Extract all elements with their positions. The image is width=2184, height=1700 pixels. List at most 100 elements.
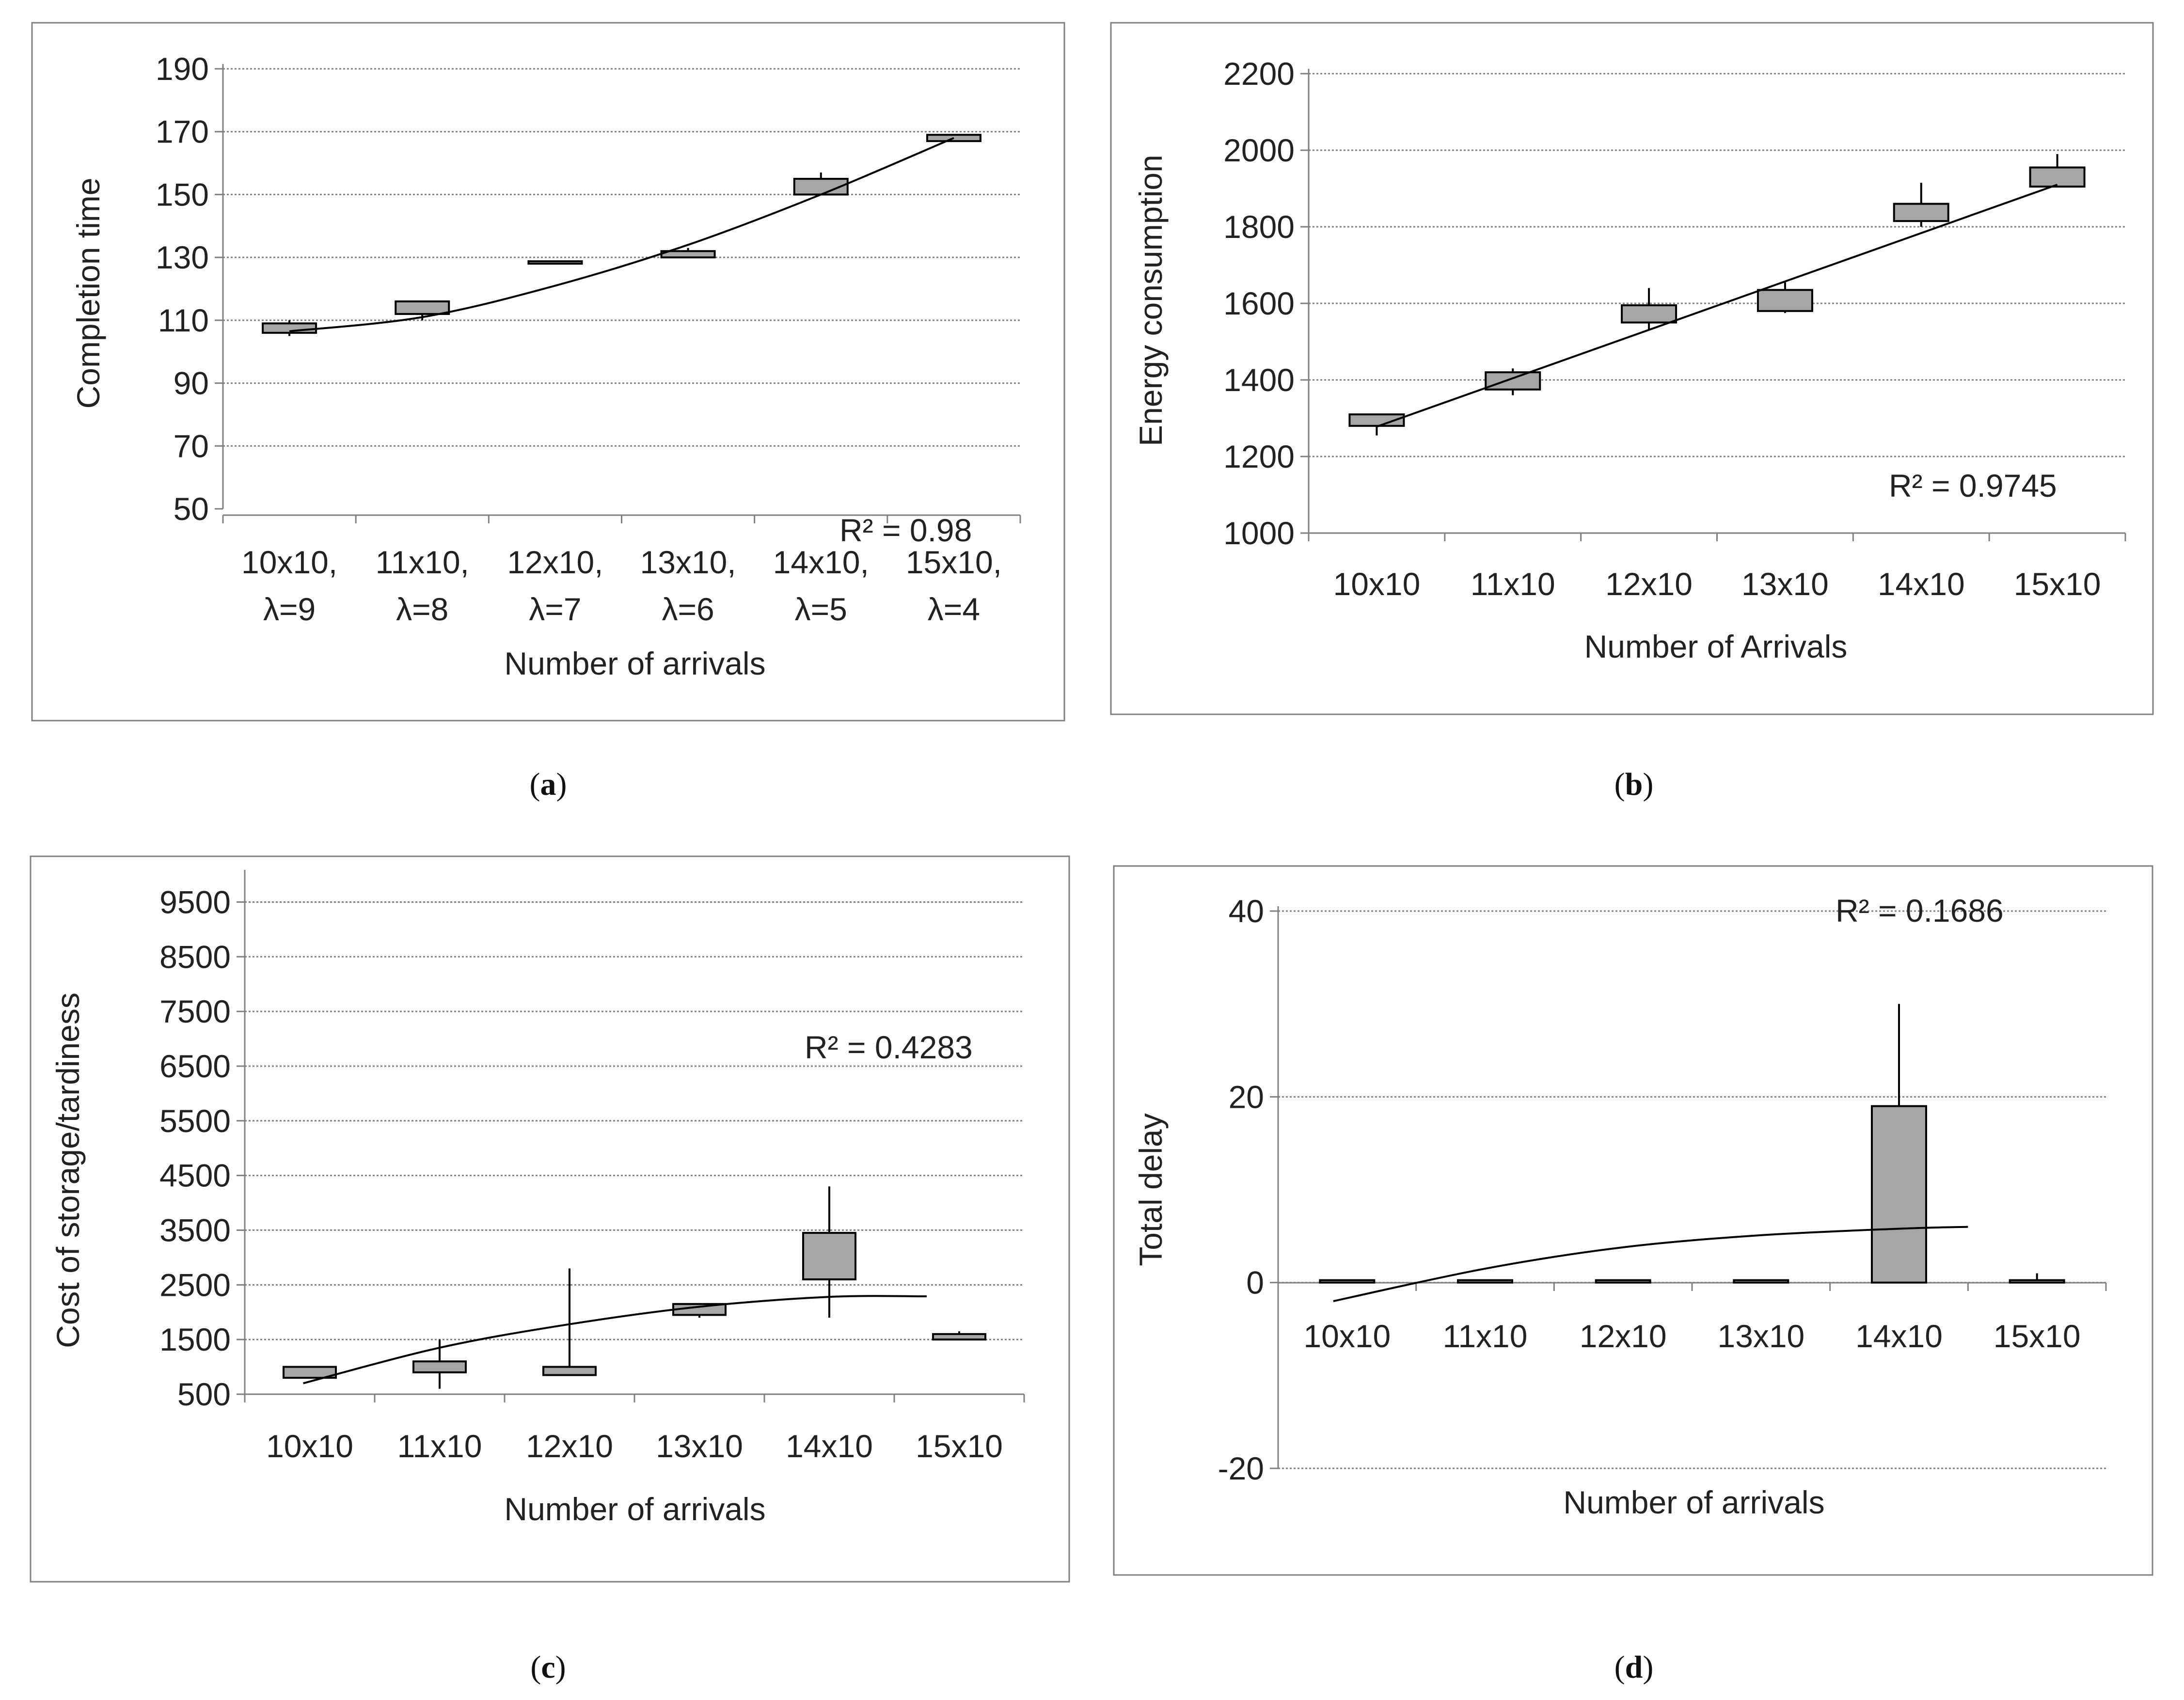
y-tick-label: 9500 — [159, 884, 231, 920]
x-tick-label: 10x10, — [241, 544, 337, 580]
y-tick-label: 2500 — [159, 1267, 231, 1303]
x-tick-label: 14x10 — [1855, 1318, 1943, 1354]
panel-a-caption: (a) — [530, 767, 567, 802]
x-tick-label: 15x10 — [2014, 566, 2101, 602]
y-tick-label: 1600 — [1223, 285, 1295, 321]
y-tick-label: 7500 — [159, 993, 231, 1029]
y-tick-label: 3500 — [159, 1212, 231, 1248]
y-tick-label: -20 — [1218, 1450, 1264, 1486]
x-tick-label: λ=6 — [662, 591, 714, 627]
y-tick-label: 150 — [156, 176, 209, 212]
y-tick-label: 500 — [177, 1376, 231, 1412]
box — [395, 300, 450, 315]
panel-a-frame — [31, 22, 1065, 722]
panel-d-plot: -20 0 20 40 10x10 11x10 12x10 13x10 14x10 15x10 — [1218, 893, 2107, 1486]
x-tick-label: 12x10 — [526, 1428, 613, 1464]
y-tick-label: 6500 — [159, 1048, 231, 1084]
y-tick-label: 2000 — [1223, 132, 1295, 168]
box — [1757, 289, 1813, 312]
y-tick-label: 1400 — [1223, 362, 1295, 398]
panel-c-y-title: Cost of storage/tardiness — [50, 992, 86, 1348]
box — [542, 1366, 597, 1376]
panel-c-caption: (c) — [530, 1650, 566, 1685]
y-tick-label: 70 — [174, 428, 209, 464]
y-tick-label: 4500 — [159, 1158, 231, 1194]
panel-d: -20 0 20 40 10x10 11x10 12x10 13x10 14x10 15x10 T… — [1113, 865, 2153, 1685]
x-tick-label: 10x10 — [1303, 1318, 1391, 1354]
panel-b-frame — [1110, 22, 2154, 715]
panel-d-r-squared: R² = 0.1686 — [1836, 893, 2004, 929]
x-tick-label: 11x10, — [376, 544, 469, 580]
x-tick-label: 11x10 — [1443, 1318, 1528, 1354]
box — [412, 1360, 467, 1373]
x-tick-label: 11x10 — [1471, 566, 1555, 602]
box — [1733, 1279, 1789, 1284]
panel-d-caption: (d) — [1614, 1650, 1654, 1685]
box — [793, 178, 849, 196]
x-tick-label: λ=9 — [263, 591, 316, 627]
box — [1457, 1279, 1513, 1284]
box — [1893, 203, 1949, 222]
y-tick-label: 1000 — [1223, 515, 1295, 551]
y-tick-label: 2200 — [1223, 56, 1295, 92]
x-tick-label: 14x10 — [1878, 566, 1965, 602]
box — [283, 1366, 337, 1379]
panel-b-plot: 1000 1200 1400 1600 1800 2000 2200 10x10 11x10 12… — [1223, 56, 2126, 602]
panel-d-y-title: Total delay — [1133, 1113, 1169, 1266]
panel-a-plot: 50 70 90 110 130 150 170 190 10x10, λ=9 11x10, λ=8 1… — [156, 51, 1021, 627]
panel-a-y-title: Completion time — [70, 178, 106, 409]
trendline — [289, 137, 954, 332]
panel-b-r-squared: R² = 0.9745 — [1889, 468, 2057, 504]
panel-c-r-squared: R² = 0.4283 — [805, 1029, 973, 1065]
x-tick-label: λ=5 — [795, 591, 847, 627]
x-tick-label: 14x10, — [773, 544, 869, 580]
y-tick-label: 110 — [158, 302, 209, 338]
y-tick-label: 8500 — [159, 939, 231, 975]
x-tick-label: 12x10 — [1580, 1318, 1667, 1354]
x-tick-label: λ=8 — [396, 591, 448, 627]
x-tick-label: 10x10 — [266, 1428, 353, 1464]
box — [1485, 371, 1541, 391]
y-tick-label: 20 — [1229, 1079, 1264, 1115]
box — [1871, 1105, 1927, 1284]
panel-a: 50 70 90 110 130 150 170 190 10x10, λ=9 11x10, λ=8 1… — [31, 22, 1065, 802]
box — [1595, 1279, 1651, 1284]
box — [932, 1333, 986, 1341]
y-tick-label: 40 — [1229, 893, 1264, 929]
x-tick-label: 15x10 — [1994, 1318, 2081, 1354]
x-tick-label: λ=4 — [928, 591, 980, 627]
y-tick-label: 1200 — [1223, 439, 1295, 474]
panel-d-x-title: Number of arrivals — [1563, 1484, 1824, 1520]
box — [1621, 304, 1678, 324]
trendline — [1376, 184, 2058, 428]
panel-b: 1000 1200 1400 1600 1800 2000 2200 10x10 11x10 12… — [1110, 22, 2154, 802]
y-tick-label: 130 — [156, 239, 209, 275]
y-tick-label: 5500 — [159, 1103, 231, 1139]
x-tick-label: 11x10 — [397, 1428, 482, 1464]
panel-b-y-title: Energy consumption — [1133, 155, 1169, 446]
panel-c-plot: 500 1500 2500 3500 4500 5500 6500 7500 8500 9500 1… — [159, 870, 1025, 1464]
panel-c: 500 1500 2500 3500 4500 5500 6500 7500 8500 9500 1… — [30, 855, 1070, 1685]
panel-a-x-title: Number of arrivals — [504, 645, 765, 681]
x-tick-label: 13x10, — [640, 544, 736, 580]
x-tick-label: λ=7 — [529, 591, 581, 627]
box — [2029, 166, 2086, 188]
x-tick-label: 12x10 — [1605, 566, 1693, 602]
x-tick-label: 13x10 — [1741, 566, 1829, 602]
trendline — [1333, 1226, 1968, 1302]
panel-b-x-title: Number of Arrivals — [1584, 629, 1848, 664]
trendline — [303, 1295, 927, 1385]
panel-c-frame — [30, 855, 1070, 1583]
x-tick-label: 10x10 — [1333, 566, 1421, 602]
x-tick-label: 15x10, — [906, 544, 1002, 580]
box — [802, 1232, 856, 1281]
x-tick-label: 13x10 — [656, 1428, 743, 1464]
x-tick-label: 13x10 — [1717, 1318, 1804, 1354]
y-tick-label: 170 — [156, 114, 209, 150]
panel-a-r-squared: R² = 0.98 — [839, 512, 972, 548]
y-tick-label: 90 — [174, 365, 209, 401]
box — [1319, 1279, 1376, 1284]
box — [2009, 1279, 2065, 1284]
x-tick-label: 14x10 — [786, 1428, 873, 1464]
